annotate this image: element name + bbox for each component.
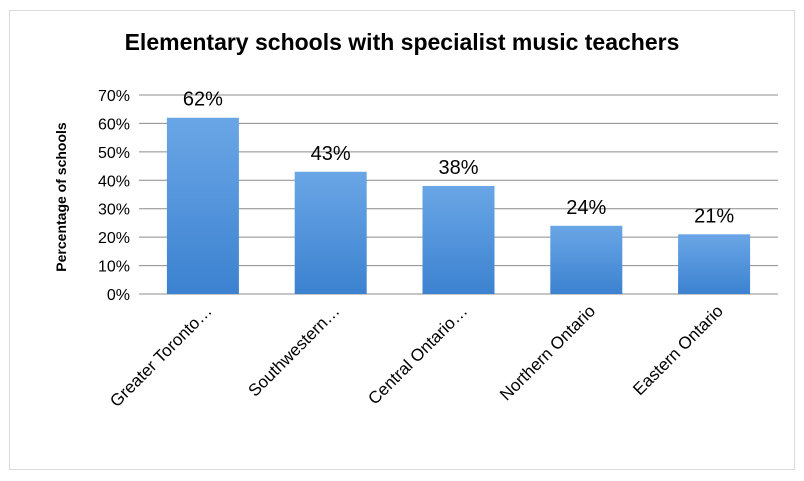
- bar: [294, 171, 367, 294]
- x-axis-ticks: Greater Toronto… Southwestern… Central Ont…: [106, 301, 727, 410]
- y-tick-label: 20%: [98, 230, 130, 247]
- chart-title: Elementary schools with specialist music…: [124, 29, 680, 55]
- data-label: 38%: [438, 157, 478, 179]
- x-tick-label: Eastern Ontario: [629, 301, 727, 399]
- chart-frame: [9, 10, 795, 470]
- data-label: 24%: [566, 197, 606, 219]
- data-label: 43%: [311, 143, 351, 165]
- y-tick-label: 40%: [98, 173, 130, 190]
- x-tick-label: Greater Toronto…: [106, 301, 215, 410]
- y-tick-label: 0%: [107, 287, 130, 304]
- y-tick-label: 10%: [98, 259, 130, 276]
- data-label: 62%: [183, 89, 223, 111]
- x-tick-label: Southwestern…: [245, 301, 344, 400]
- data-labels: 62% 43% 38% 24% 21%: [183, 89, 734, 228]
- x-tick-label: Northern Ontario: [496, 301, 599, 404]
- bar: [550, 225, 623, 294]
- bars: [166, 117, 751, 294]
- y-tick-label: 70%: [98, 88, 130, 105]
- bar: [678, 234, 751, 294]
- y-tick-label: 30%: [98, 202, 130, 219]
- y-axis-ticks: 0% 10% 20% 30% 40% 50% 60% 70%: [98, 88, 130, 304]
- x-tick-label: Central Ontario…: [364, 301, 471, 408]
- y-tick-label: 60%: [98, 116, 130, 133]
- bar: [166, 117, 239, 294]
- bar: [422, 185, 495, 294]
- data-label: 21%: [694, 205, 734, 227]
- y-tick-label: 50%: [98, 145, 130, 162]
